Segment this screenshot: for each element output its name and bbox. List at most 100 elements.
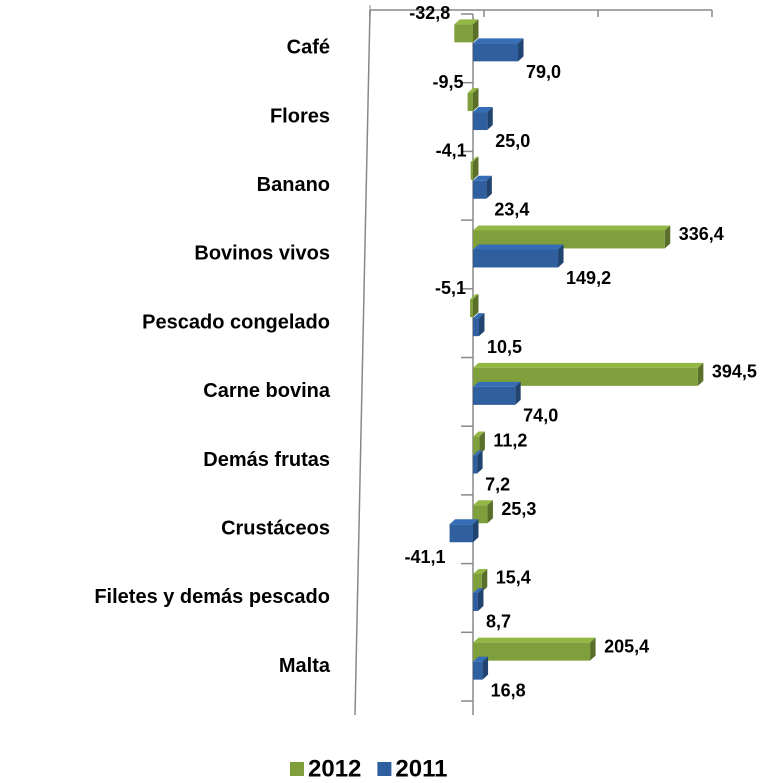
- value-label: -41,1: [405, 547, 446, 567]
- legend-label: 2011: [395, 755, 447, 782]
- bar: [454, 19, 479, 43]
- bar-face: [697, 362, 704, 386]
- bar-face: [473, 381, 521, 387]
- bar-face: [473, 500, 493, 506]
- bar-face: [486, 175, 492, 199]
- value-label: -9,5: [433, 72, 464, 92]
- bar-face: [473, 249, 559, 268]
- value-label: 16,8: [491, 680, 526, 700]
- value-label: 25,0: [495, 131, 530, 151]
- bar: [473, 175, 492, 199]
- value-label: 10,5: [487, 337, 522, 357]
- category-label: Flores: [270, 105, 330, 127]
- bar-face: [515, 381, 521, 405]
- value-label: 15,4: [496, 568, 531, 588]
- bar: [473, 38, 524, 62]
- category-label: Carne bovina: [203, 380, 331, 402]
- bar: [467, 88, 479, 112]
- bar: [473, 313, 485, 337]
- bar: [473, 107, 493, 131]
- category-label: Crustáceos: [221, 518, 330, 540]
- bar-face: [470, 294, 479, 300]
- bar-face: [479, 431, 485, 455]
- bar-face: [473, 38, 524, 44]
- value-label: 25,3: [501, 499, 536, 519]
- bar: [473, 244, 564, 268]
- bar-face: [473, 568, 488, 574]
- value-label: 149,2: [566, 268, 611, 288]
- bar-face: [473, 637, 596, 643]
- bar: [470, 156, 479, 180]
- bar: [473, 225, 671, 249]
- legend-swatch: [377, 762, 392, 776]
- bar-face: [473, 244, 564, 250]
- bar-face: [477, 587, 484, 611]
- bar-face: [473, 107, 493, 113]
- bar-face: [470, 299, 473, 318]
- category-label: Demás frutas: [203, 449, 330, 471]
- bar: [449, 519, 479, 543]
- value-label: -5,1: [435, 278, 466, 298]
- bar-face: [473, 505, 488, 524]
- bar-face: [664, 225, 671, 249]
- bar-face: [473, 88, 479, 112]
- bar-face: [473, 661, 483, 680]
- bar-face: [473, 225, 671, 231]
- bar-face: [473, 43, 519, 62]
- value-label: -32,8: [409, 3, 450, 23]
- bar-face: [487, 107, 493, 131]
- bar-face: [473, 587, 484, 593]
- category-label: Banano: [257, 174, 330, 196]
- bar-face: [454, 19, 479, 25]
- bar-face: [470, 156, 479, 162]
- wall-edge: [354, 9, 371, 716]
- bar: [473, 637, 596, 661]
- bar-face: [558, 244, 564, 268]
- value-label: 11,2: [493, 430, 527, 450]
- bar-face: [473, 19, 479, 43]
- category-label: Pescado congelado: [142, 311, 330, 333]
- bar: [473, 431, 485, 455]
- value-label: 8,7: [486, 612, 511, 632]
- category-label: Café: [287, 37, 330, 59]
- bar-face: [449, 524, 473, 543]
- bar-face: [477, 450, 483, 474]
- value-label: 336,4: [679, 224, 724, 244]
- bar-face: [473, 642, 591, 661]
- bar-face: [473, 318, 479, 337]
- bar-face: [454, 24, 473, 43]
- value-label: 79,0: [526, 62, 561, 82]
- bar-face: [473, 367, 698, 386]
- value-label: 74,0: [523, 406, 558, 426]
- value-label: 23,4: [494, 200, 529, 220]
- category-label: Malta: [279, 655, 331, 677]
- bar: [473, 568, 488, 592]
- value-label: 394,5: [712, 362, 757, 382]
- bar: [473, 500, 493, 524]
- bar-face: [487, 500, 493, 524]
- value-label: -4,1: [436, 141, 467, 161]
- bar: [473, 450, 483, 474]
- bar-face: [473, 313, 485, 319]
- bar-face: [473, 455, 478, 474]
- bar-face: [473, 519, 479, 543]
- category-label: Filetes y demás pescado: [94, 586, 330, 608]
- bar-face: [473, 592, 478, 611]
- bar: [473, 656, 489, 680]
- bar-face: [473, 175, 492, 181]
- bar-face: [473, 450, 483, 456]
- bar-face: [473, 656, 489, 662]
- bar-face: [473, 362, 704, 368]
- bar-face: [473, 112, 488, 131]
- bar-face: [467, 93, 473, 112]
- bar-face: [467, 88, 479, 94]
- category-label: Bovinos vivos: [194, 243, 330, 265]
- value-label: 7,2: [485, 474, 510, 494]
- bar-face: [518, 38, 524, 62]
- bar-face: [473, 573, 482, 592]
- bar-face: [482, 656, 489, 680]
- bar-face: [470, 161, 473, 180]
- bar-face: [473, 294, 479, 318]
- value-label: 205,4: [604, 636, 649, 656]
